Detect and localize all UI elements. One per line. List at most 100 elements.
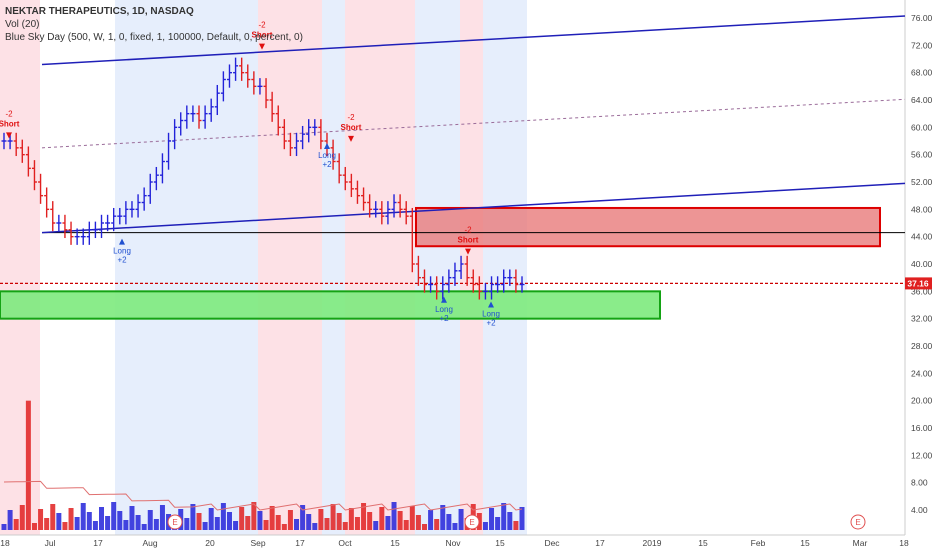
signal-qty: +2 [439, 314, 449, 323]
volume-bar [135, 515, 141, 530]
volume-bar [434, 519, 440, 530]
signal-band [115, 0, 258, 535]
y-tick-label: 76.00 [911, 13, 932, 23]
volume-bar [348, 508, 354, 530]
x-tick-label: 2019 [643, 538, 662, 548]
x-tick-label: Dec [544, 538, 560, 548]
y-tick-label: 60.00 [911, 122, 932, 132]
volume-bar [62, 522, 68, 530]
support-zone [0, 290, 661, 320]
signal-band [460, 0, 483, 535]
volume-bar [214, 517, 220, 530]
y-tick-label: 8.00 [911, 478, 928, 488]
volume-bar [318, 509, 324, 530]
y-tick-label: 28.00 [911, 341, 932, 351]
volume-bar [44, 518, 50, 530]
volume-bar [251, 502, 257, 530]
y-tick-label: 4.00 [911, 505, 928, 515]
x-tick-label: Aug [142, 538, 157, 548]
volume-bar [220, 503, 226, 530]
volume-bar [312, 523, 318, 530]
volume-bar [482, 522, 488, 530]
volume-bar [68, 508, 74, 530]
x-tick-label: 18 [899, 538, 909, 548]
x-tick-label: 17 [93, 538, 103, 548]
signal-qty: +2 [117, 256, 127, 265]
volume-bar [513, 521, 519, 530]
volume-bar [117, 511, 123, 530]
volume-bar [141, 524, 147, 530]
x-tick-label: 20 [205, 538, 215, 548]
long-signal-label: Long [482, 310, 500, 319]
y-tick-label: 48.00 [911, 204, 932, 214]
volume-bar [409, 506, 415, 530]
signal-qty: -2 [347, 113, 355, 122]
strategy-indicator-label: Blue Sky Day (500, W, 1, 0, fixed, 1, 10… [5, 32, 303, 43]
signal-qty: -2 [258, 21, 266, 30]
volume-bar [269, 506, 275, 530]
volume-bar [50, 504, 56, 530]
short-arrow-icon [465, 248, 471, 255]
long-arrow-icon [119, 238, 125, 245]
volume-bar [306, 514, 312, 530]
volume-bar [440, 505, 446, 530]
earnings-marker-icon [850, 514, 866, 530]
short-arrow-icon [348, 135, 354, 142]
volume-bar [190, 504, 196, 530]
signal-band [0, 0, 40, 535]
y-tick-label: 72.00 [911, 40, 932, 50]
volume-bar [153, 519, 159, 530]
last-price-label: 37.16 [907, 278, 929, 288]
volume-bar [495, 517, 501, 530]
earnings-marker-label: E [469, 518, 474, 527]
signal-band [345, 0, 415, 535]
signal-band [322, 0, 345, 535]
resistance-zone [415, 206, 881, 248]
volume-bar [452, 523, 458, 530]
short-arrow-icon [6, 132, 12, 139]
long-arrow-icon [488, 301, 494, 308]
volume-bar [446, 514, 452, 530]
x-tick-label: 15 [698, 538, 708, 548]
volume-bar [501, 503, 507, 530]
volume-bar [196, 513, 202, 530]
y-tick-label: 24.00 [911, 368, 932, 378]
signal-band [258, 0, 322, 535]
volume-bar [287, 510, 293, 530]
mid-trendline [41, 98, 906, 149]
y-tick-label: 32.00 [911, 314, 932, 324]
short-arrow-icon [259, 43, 265, 50]
chart-legend: NEKTAR THERAPEUTICS, 1D, NASDAQ Vol (20)… [5, 5, 303, 44]
y-tick-label: 68.00 [911, 68, 932, 78]
volume-bar [19, 505, 25, 530]
y-tick-label: 16.00 [911, 423, 932, 433]
x-tick-label: Sep [250, 538, 265, 548]
short-signal-label: Short [458, 236, 479, 245]
signal-qty: -2 [5, 109, 13, 118]
volume-bar [294, 519, 300, 530]
volume-bar [74, 517, 80, 530]
volume-bar [403, 520, 409, 530]
x-tick-label: 15 [495, 538, 505, 548]
volume-indicator-label: Vol (20) [5, 19, 40, 30]
volume-bar [92, 521, 98, 530]
volume-bar [111, 502, 117, 530]
x-tick-label: Oct [338, 538, 352, 548]
volume-bar [233, 521, 239, 530]
volume-bar [458, 509, 464, 530]
volume-bar [105, 516, 111, 530]
long-signal-label: Long [435, 305, 453, 314]
y-tick-label: 52.00 [911, 177, 932, 187]
y-tick-label: 56.00 [911, 150, 932, 160]
upper-trendline [41, 15, 906, 66]
volume-bar [300, 505, 306, 530]
volume-bar [373, 521, 379, 530]
volume-bar [245, 516, 251, 530]
y-tick-label: 20.00 [911, 396, 932, 406]
x-tick-label: Nov [445, 538, 461, 548]
chart-title: NEKTAR THERAPEUTICS, 1D, NASDAQ [5, 6, 194, 17]
volume-bar [342, 522, 348, 530]
volume-bar [489, 508, 495, 530]
volume-bar [86, 512, 92, 530]
